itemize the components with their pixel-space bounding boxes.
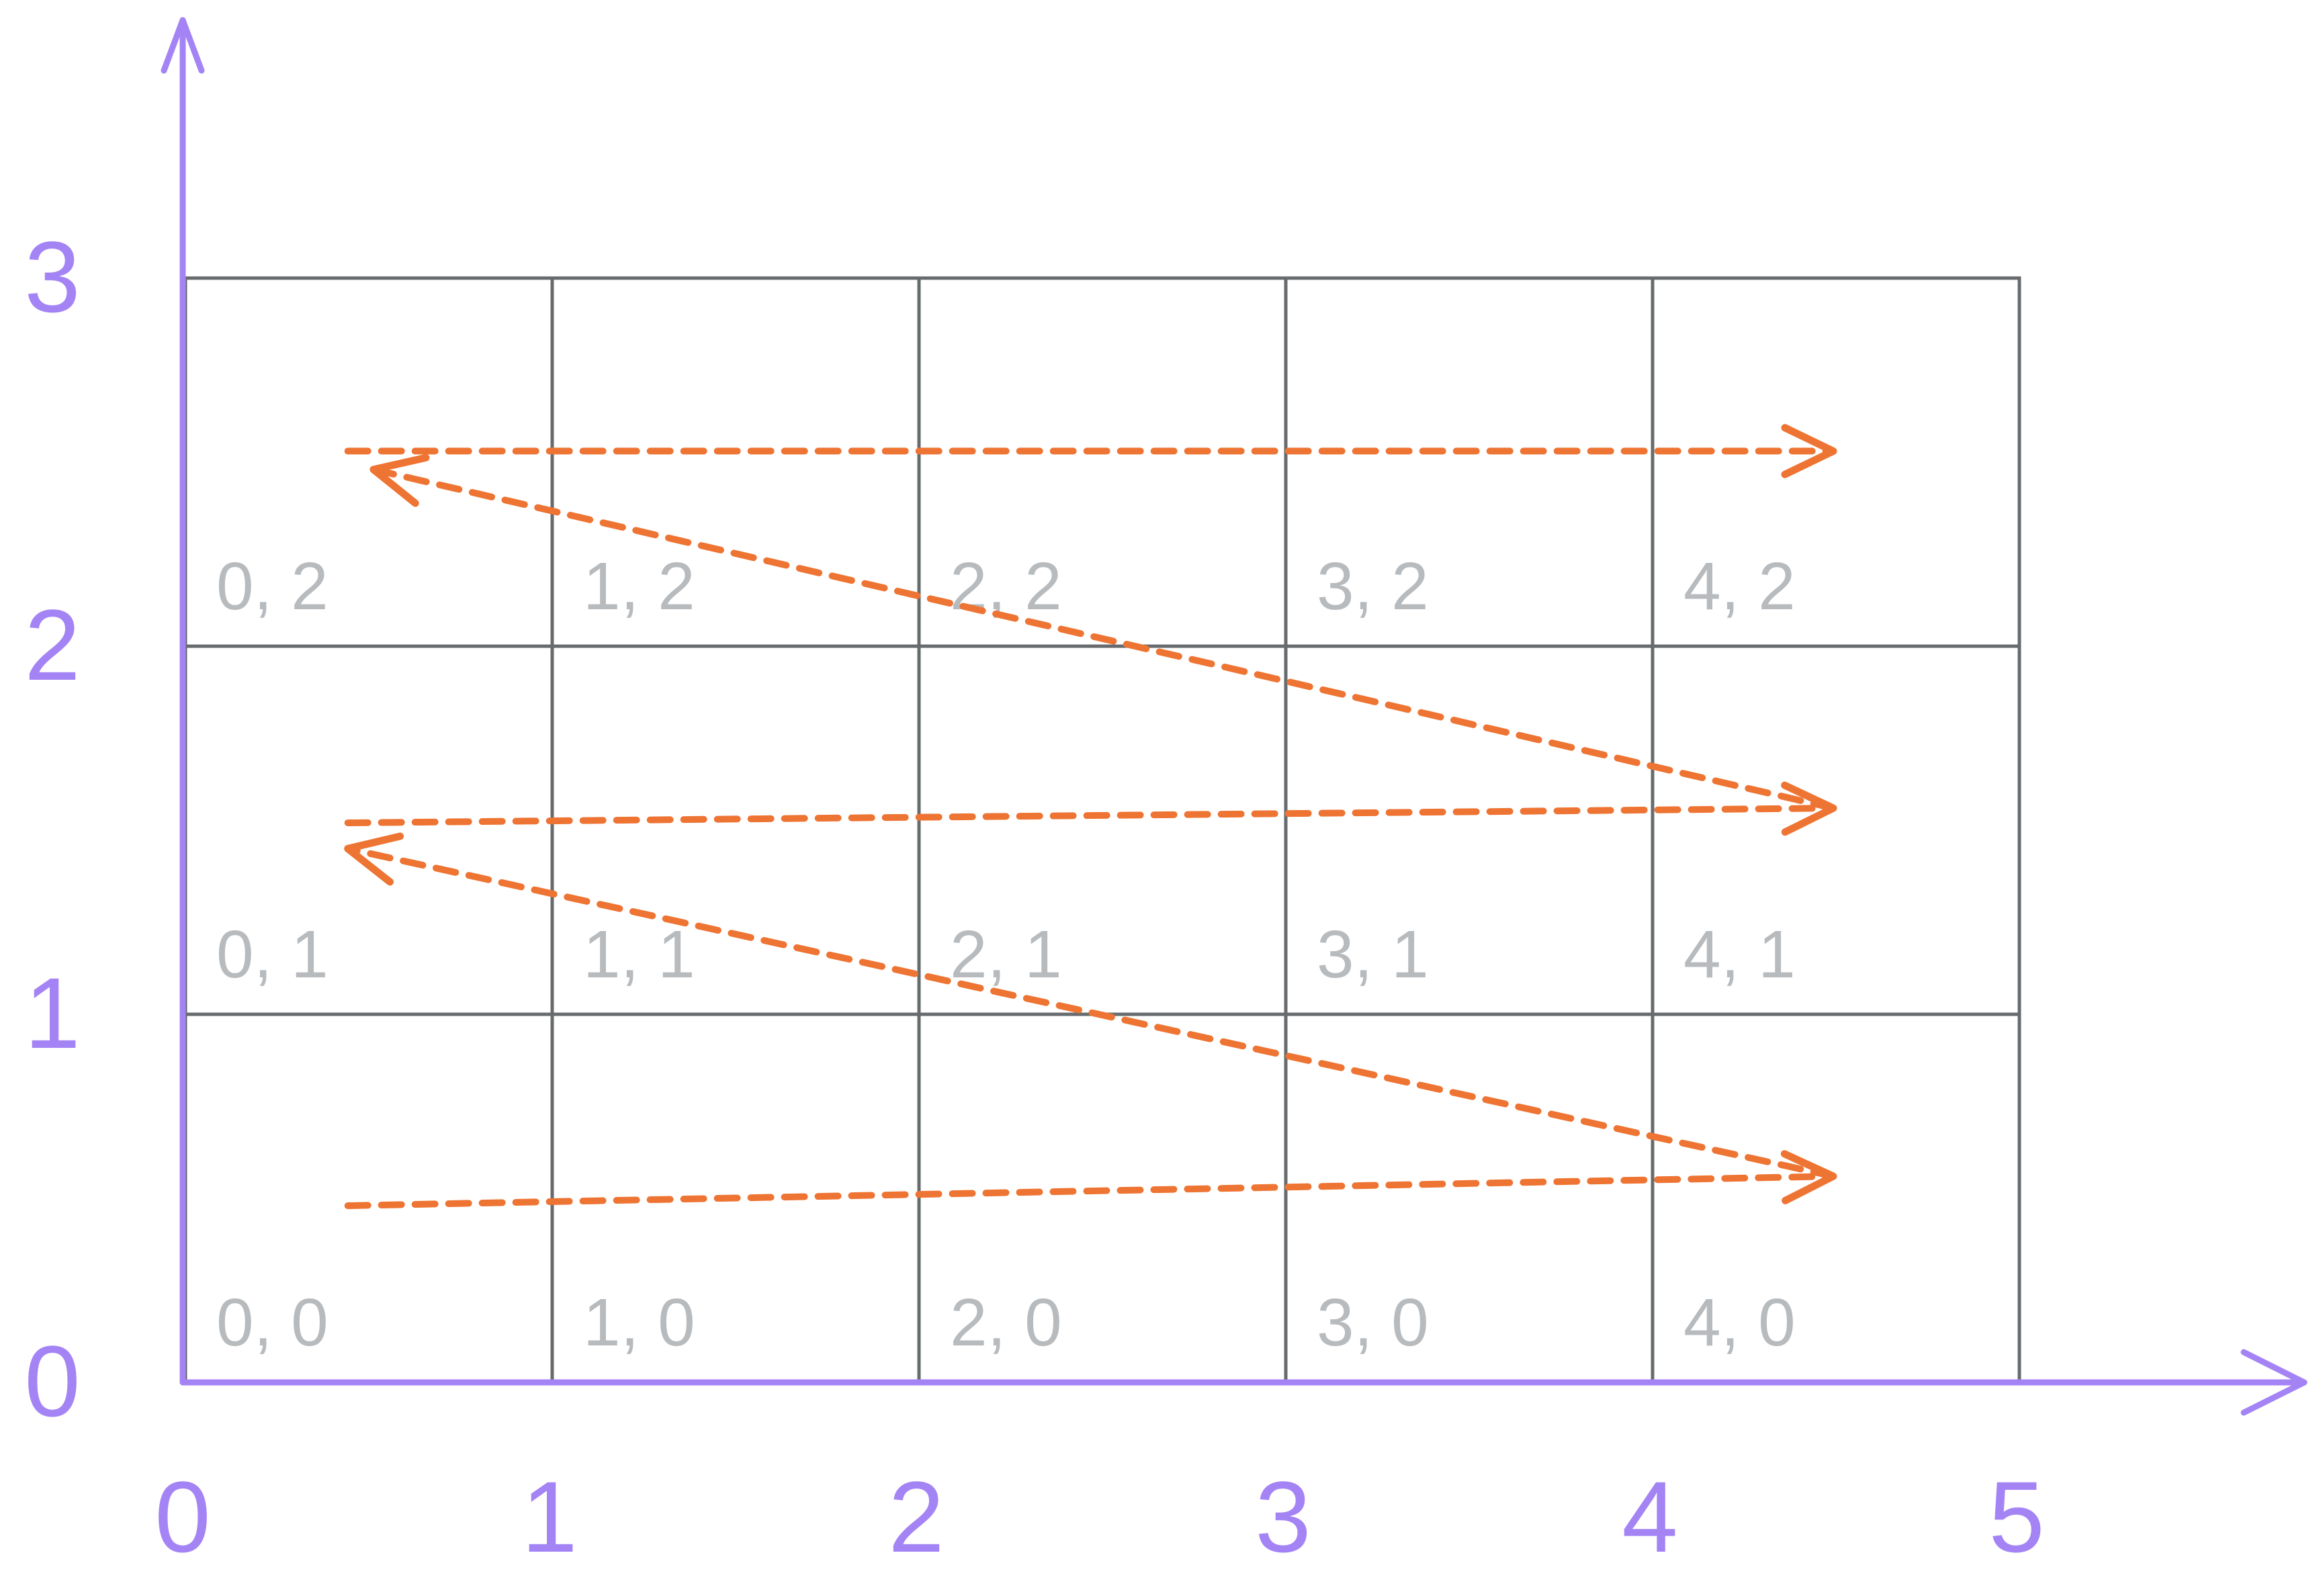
axes [161,17,2308,1416]
cell-label-4-1: 4, 1 [1683,917,1796,992]
cell-label-2-2: 2, 2 [950,549,1062,624]
x-tick-label-0: 0 [155,1460,210,1573]
traversal-path [344,424,1837,1209]
y-tick-label-1: 1 [24,957,80,1069]
cell-label-3-1: 3, 1 [1317,917,1429,992]
cell-label-4-2: 4, 2 [1683,549,1796,624]
cell-label-0-0: 0, 0 [216,1285,329,1360]
y-tick-label-0: 0 [24,1325,80,1437]
cell-label-3-2: 3, 2 [1317,549,1429,624]
cell-label-3-0: 3, 0 [1317,1285,1429,1360]
x-axis-arrow-icon [2240,1349,2308,1416]
grid-cell-4-2 [1651,276,2021,648]
grid-cells [183,276,2021,1384]
cell-label-1-1: 1, 1 [583,917,695,992]
x-tick-label-3: 3 [1255,1460,1311,1573]
y-axis-arrow-icon [161,17,205,74]
path-segment-3 [369,466,1837,812]
path-arrowhead-4 [1781,424,1837,478]
cell-label-0-1: 0, 1 [216,917,329,992]
y-tick-label-2: 2 [24,588,80,701]
path-arrowhead-3 [369,453,430,507]
cell-label-1-0: 1, 0 [583,1285,695,1360]
path-segment-2 [344,805,1837,827]
path-arrowhead-1 [344,832,404,886]
cell-label-0-2: 0, 2 [216,549,329,624]
path-segment-1 [344,845,1837,1180]
cell-label-4-0: 4, 0 [1683,1285,1796,1360]
x-tick-label-4: 4 [1622,1460,1677,1573]
cell-label-2-1: 2, 1 [950,917,1062,992]
cell-labels: 0, 0 1, 0 2, 0 3, 0 4, 0 0, 1 1, 1 2, 1 3, 1 4, 1… [216,549,1796,1360]
y-tick-label-3: 3 [24,220,80,333]
path-segment-0 [344,1173,1837,1209]
cell-label-1-2: 1, 2 [583,549,695,624]
axis-tick-labels: 0 1 2 3 4 5 0 1 2 3 [24,220,2044,1573]
cell-label-2-0: 2, 0 [950,1285,1062,1360]
x-tick-label-2: 2 [888,1460,944,1573]
x-tick-label-5: 5 [1988,1460,2044,1573]
x-tick-label-1: 1 [521,1460,577,1573]
